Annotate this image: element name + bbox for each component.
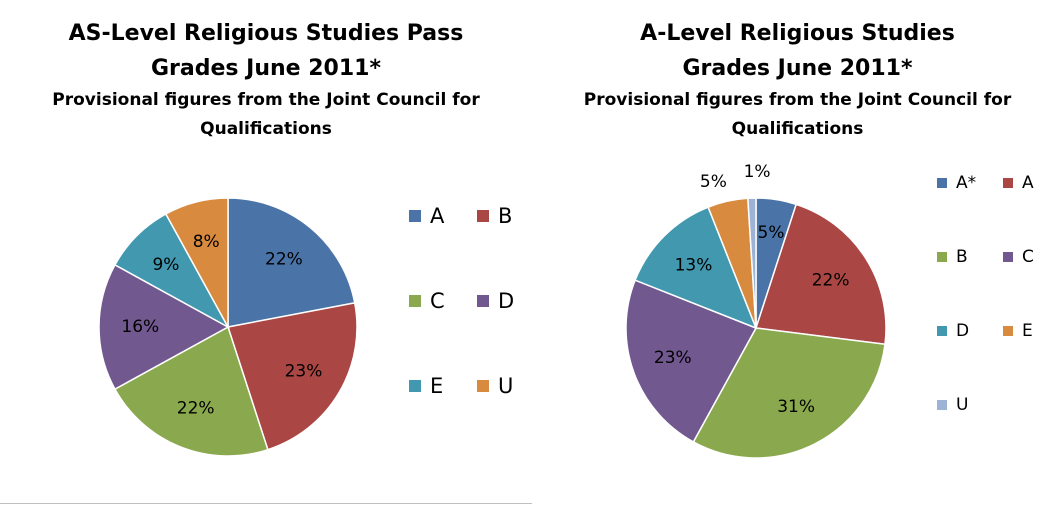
as-level-chart: AS-Level Religious Studies Pass Grades J… (0, 16, 532, 504)
data-label: 1% (744, 162, 771, 182)
legend-label: E (430, 374, 443, 398)
data-label: 22% (812, 271, 850, 291)
legend-swatch (1003, 326, 1013, 336)
legend-swatch (937, 178, 947, 188)
a-level-pie: 5% 22% 31% 23% 13% 5% 1% A* A B C D E U (625, 162, 1034, 459)
legend-label: B (956, 247, 968, 267)
chart-subtitle: Provisional figures from the Joint Counc… (583, 90, 1012, 139)
data-label: 9% (152, 255, 179, 275)
legend-swatch (1003, 178, 1013, 188)
chart-subtitle: Provisional figures from the Joint Counc… (52, 90, 480, 139)
data-label: 5% (758, 223, 785, 243)
legend-label: B (498, 204, 512, 228)
pie-slice-b (227, 301, 358, 451)
legend-label: C (1022, 247, 1034, 267)
data-label: 22% (265, 249, 303, 269)
legend-label: D (498, 289, 514, 313)
data-label: 22% (177, 399, 215, 419)
pie-slice-c (625, 279, 758, 443)
legend-swatch (409, 380, 421, 392)
legend-swatch (937, 252, 947, 262)
as-level-pie: 22% 23% 22% 16% 9% 8% A B C D E U (98, 197, 514, 457)
data-label: 23% (654, 348, 692, 368)
legend-swatch (409, 295, 421, 307)
data-label: 23% (285, 362, 323, 382)
legend-label: U (498, 374, 513, 398)
chart-title: A-Level Religious Studies Grades June 20… (640, 21, 955, 81)
pie-slice-d (634, 206, 758, 330)
pie-slice-a (755, 203, 887, 346)
data-label: 13% (675, 255, 713, 275)
data-label: 16% (121, 317, 159, 337)
pie-slice-c (113, 325, 269, 457)
pie-slice-u (747, 197, 757, 329)
a-level-title-block: A-Level Religious Studies Grades June 20… (532, 16, 1063, 144)
legend-label: A* (956, 173, 976, 193)
legend-label: A (1022, 173, 1034, 193)
legend-swatch (477, 295, 489, 307)
pie-slice-a (227, 197, 356, 328)
divider (0, 503, 532, 504)
data-label: 8% (193, 232, 220, 252)
chart-title: AS-Level Religious Studies Pass Grades J… (68, 21, 464, 81)
data-label: 5% (700, 172, 727, 192)
legend-label: C (430, 289, 445, 313)
as-level-title-block: AS-Level Religious Studies Pass Grades J… (0, 16, 532, 144)
legend-swatch (1003, 252, 1013, 262)
pie-slice-d (98, 263, 230, 391)
legend-swatch (477, 210, 489, 222)
legend-swatch (937, 400, 947, 410)
legend-swatch (937, 326, 947, 336)
legend-swatch (477, 380, 489, 392)
a-level-chart: A-Level Religious Studies Grades June 20… (532, 0, 1063, 505)
legend-label: E (1022, 321, 1033, 341)
pie-slice-u (164, 197, 229, 328)
legend-label: A (430, 204, 445, 228)
legend-label: U (956, 395, 968, 415)
data-label: 31% (777, 397, 815, 417)
pie-slice-b (692, 327, 886, 459)
legend-swatch (409, 210, 421, 222)
legend-label: D (956, 321, 969, 341)
